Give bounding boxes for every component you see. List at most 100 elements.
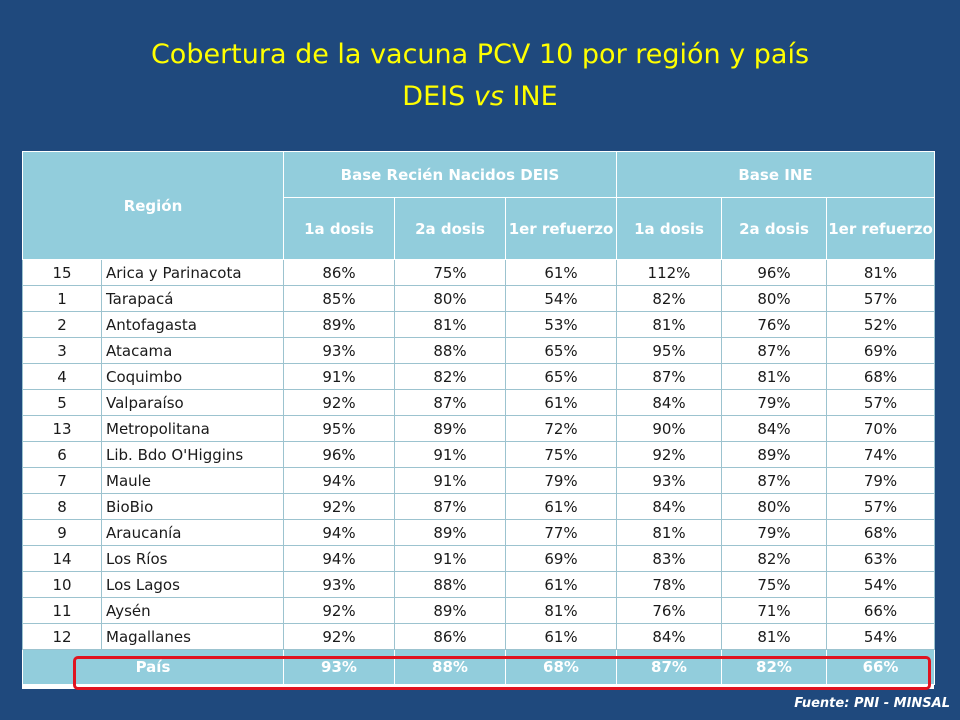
title-line-2-italic: vs (473, 81, 504, 112)
table-row: 10 Los Lagos 93% 88% 61% 78% 75% 54% (22, 571, 936, 598)
coverage-cell: 72% (505, 415, 617, 442)
coverage-table: Región Base Recién Nacidos DEIS Base INE… (22, 151, 936, 685)
coverage-cell: 88% (394, 337, 506, 364)
coverage-cell: 86% (283, 259, 395, 286)
coverage-cell: 87% (394, 389, 506, 416)
region-number: 2 (22, 311, 102, 338)
coverage-cell: 81% (394, 311, 506, 338)
table-row: 12 Magallanes 92% 86% 61% 84% 81% 54% (22, 623, 936, 650)
coverage-cell: 77% (505, 519, 617, 546)
coverage-cell: 82% (721, 545, 827, 572)
coverage-cell: 68% (825, 519, 936, 546)
coverage-cell: 81% (721, 363, 827, 390)
coverage-cell: 89% (394, 597, 506, 624)
region-name: Lib. Bdo O'Higgins (101, 441, 284, 468)
header-col-4: 2a dosis (721, 197, 827, 260)
coverage-cell: 75% (721, 571, 827, 598)
region-name: Los Ríos (101, 545, 284, 572)
coverage-cell: 74% (825, 441, 936, 468)
region-number: 3 (22, 337, 102, 364)
source-note: Fuente: PNI - MINSAL (794, 696, 950, 711)
coverage-cell: 84% (616, 389, 722, 416)
coverage-cell: 61% (505, 259, 617, 286)
coverage-cell: 81% (721, 623, 827, 650)
coverage-cell: 92% (283, 623, 395, 650)
coverage-cell: 68% (825, 363, 936, 390)
total-row: País 93% 88% 68% 87% 82% 66% (22, 649, 936, 685)
coverage-cell: 54% (825, 571, 936, 598)
region-number: 11 (22, 597, 102, 624)
coverage-cell: 79% (825, 467, 936, 494)
coverage-cell: 53% (505, 311, 617, 338)
region-number: 7 (22, 467, 102, 494)
coverage-cell: 112% (616, 259, 722, 286)
region-name: Valparaíso (101, 389, 284, 416)
region-number: 1 (22, 285, 102, 312)
coverage-cell: 69% (825, 337, 936, 364)
total-cell: 88% (394, 649, 506, 685)
coverage-cell: 88% (394, 571, 506, 598)
coverage-cell: 92% (283, 493, 395, 520)
title-line-1: Cobertura de la vacuna PCV 10 por región… (150, 39, 810, 70)
coverage-cell: 81% (616, 519, 722, 546)
region-number: 12 (22, 623, 102, 650)
coverage-cell: 92% (616, 441, 722, 468)
table-row: 2 Antofagasta 89% 81% 53% 81% 76% 52% (22, 311, 936, 338)
coverage-cell: 76% (721, 311, 827, 338)
region-number: 10 (22, 571, 102, 598)
region-name: Arica y Parinacota (101, 259, 284, 286)
coverage-cell: 84% (616, 623, 722, 650)
coverage-cell: 89% (394, 415, 506, 442)
region-number: 14 (22, 545, 102, 572)
coverage-cell: 83% (616, 545, 722, 572)
table-row: 5 Valparaíso 92% 87% 61% 84% 79% 57% (22, 389, 936, 416)
title-line-2: DEIS vs INE (0, 76, 960, 118)
table-row: 11 Aysén 92% 89% 81% 76% 71% 66% (22, 597, 936, 624)
coverage-cell: 61% (505, 623, 617, 650)
total-cell: 82% (721, 649, 827, 685)
region-name: Tarapacá (101, 285, 284, 312)
coverage-cell: 57% (825, 389, 936, 416)
coverage-cell: 84% (721, 415, 827, 442)
coverage-cell: 94% (283, 545, 395, 572)
coverage-cell: 81% (616, 311, 722, 338)
coverage-cell: 66% (825, 597, 936, 624)
coverage-cell: 91% (394, 441, 506, 468)
coverage-cell: 61% (505, 493, 617, 520)
region-number: 15 (22, 259, 102, 286)
coverage-cell: 89% (721, 441, 827, 468)
coverage-cell: 93% (283, 337, 395, 364)
coverage-cell: 79% (721, 519, 827, 546)
table-row: 3 Atacama 93% 88% 65% 95% 87% 69% (22, 337, 936, 364)
coverage-cell: 57% (825, 493, 936, 520)
region-name: Metropolitana (101, 415, 284, 442)
header-group-deis: Base Recién Nacidos DEIS (283, 151, 617, 198)
total-row-highlight (73, 656, 931, 690)
region-number: 9 (22, 519, 102, 546)
region-name: Aysén (101, 597, 284, 624)
coverage-cell: 79% (721, 389, 827, 416)
coverage-cell: 61% (505, 571, 617, 598)
region-name: Coquimbo (101, 363, 284, 390)
table-row: 15 Arica y Parinacota 86% 75% 61% 112% 96% 81% (22, 259, 936, 286)
coverage-cell: 80% (721, 285, 827, 312)
table-row: 7 Maule 94% 91% 79% 93% 87% 79% (22, 467, 936, 494)
region-name: Atacama (101, 337, 284, 364)
region-number: 13 (22, 415, 102, 442)
coverage-cell: 86% (394, 623, 506, 650)
coverage-cell: 79% (505, 467, 617, 494)
region-name: Maule (101, 467, 284, 494)
coverage-cell: 61% (505, 389, 617, 416)
table-row: 8 BioBio 92% 87% 61% 84% 80% 57% (22, 493, 936, 520)
coverage-cell: 80% (721, 493, 827, 520)
coverage-cell: 90% (616, 415, 722, 442)
coverage-cell: 87% (721, 337, 827, 364)
region-name: Araucanía (101, 519, 284, 546)
coverage-cell: 70% (825, 415, 936, 442)
total-cell: 68% (505, 649, 617, 685)
slide-title: Cobertura de la vacuna PCV 10 por región… (0, 34, 960, 118)
coverage-cell: 91% (283, 363, 395, 390)
header-col-1: 2a dosis (394, 197, 506, 260)
region-number: 4 (22, 363, 102, 390)
coverage-cell: 87% (721, 467, 827, 494)
